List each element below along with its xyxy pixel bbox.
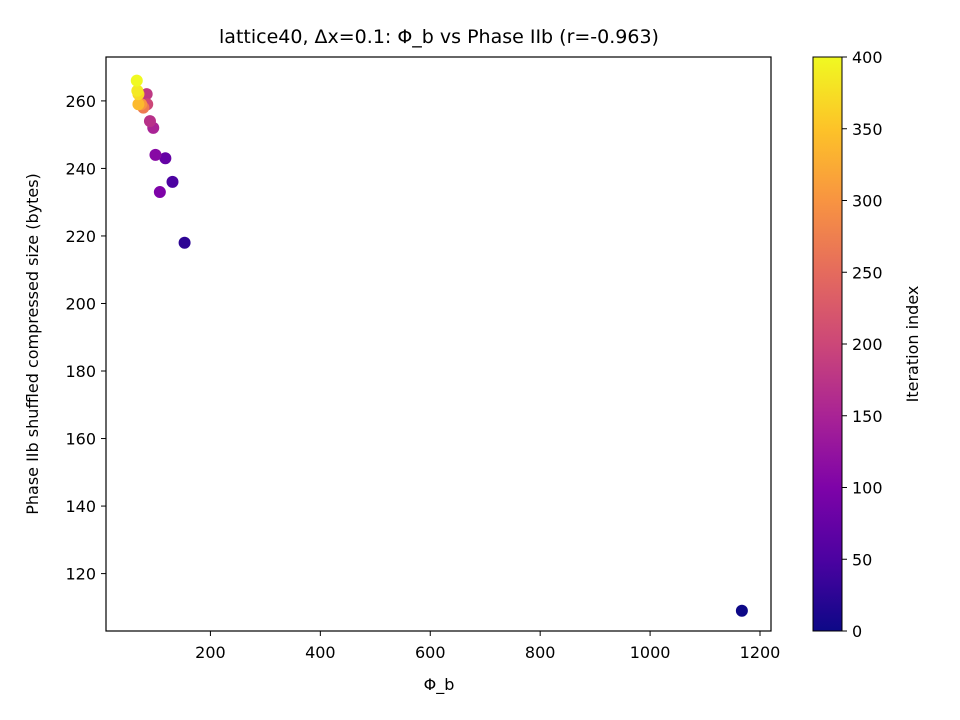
colorbar-tick-label: 300 <box>852 192 883 211</box>
data-point <box>140 88 153 101</box>
data-point <box>178 236 191 249</box>
chart-title: lattice40, Δx=0.1: Φ_b vs Phase IIb (r=-… <box>219 26 659 48</box>
colorbar-tick-label: 200 <box>852 335 883 354</box>
data-point <box>143 115 156 128</box>
data-point <box>153 186 166 199</box>
data-point <box>132 98 145 111</box>
y-tick-label: 140 <box>65 497 96 516</box>
colorbar-tick-label: 150 <box>852 407 883 426</box>
y-tick-label: 120 <box>65 565 96 584</box>
x-axis-ticks: 200 400 600 800 1000 1200 <box>195 631 780 662</box>
colorbar-tick-label: 50 <box>852 550 872 569</box>
y-tick-label: 180 <box>65 362 96 381</box>
x-tick-label: 200 <box>195 643 226 662</box>
y-tick-label: 200 <box>65 294 96 313</box>
x-axis-title: Φ_b <box>424 675 455 695</box>
colorbar-ticks: 0 50 100 150 200 250 300 350 400 <box>842 48 883 641</box>
data-point <box>159 152 172 165</box>
data-point <box>166 175 179 188</box>
scatter-points <box>130 74 748 617</box>
data-point <box>735 604 748 617</box>
colorbar-tick-label: 0 <box>852 622 862 641</box>
y-axis-title: Phase IIb shuffled compressed size (byte… <box>23 173 42 515</box>
data-point <box>131 84 144 97</box>
colorbar-tick-label: 400 <box>852 48 883 67</box>
x-tick-label: 400 <box>305 643 336 662</box>
y-tick-label: 220 <box>65 227 96 246</box>
x-tick-label: 800 <box>525 643 556 662</box>
data-point <box>130 74 143 87</box>
colorbar-title: Iteration index <box>903 286 922 403</box>
y-axis-ticks: 120 140 160 180 200 220 240 260 <box>65 92 106 584</box>
x-tick-label: 1200 <box>740 643 781 662</box>
y-tick-label: 160 <box>65 430 96 449</box>
x-tick-label: 600 <box>415 643 446 662</box>
y-tick-label: 240 <box>65 159 96 178</box>
data-point <box>149 148 162 161</box>
colorbar-tick-label: 100 <box>852 479 883 498</box>
plot-frame <box>105 56 772 632</box>
x-tick-label: 1000 <box>630 643 671 662</box>
colorbar-tick-label: 250 <box>852 263 883 282</box>
colorbar-tick-label: 350 <box>852 120 883 139</box>
colorbar <box>812 56 843 632</box>
y-tick-label: 260 <box>65 92 96 111</box>
